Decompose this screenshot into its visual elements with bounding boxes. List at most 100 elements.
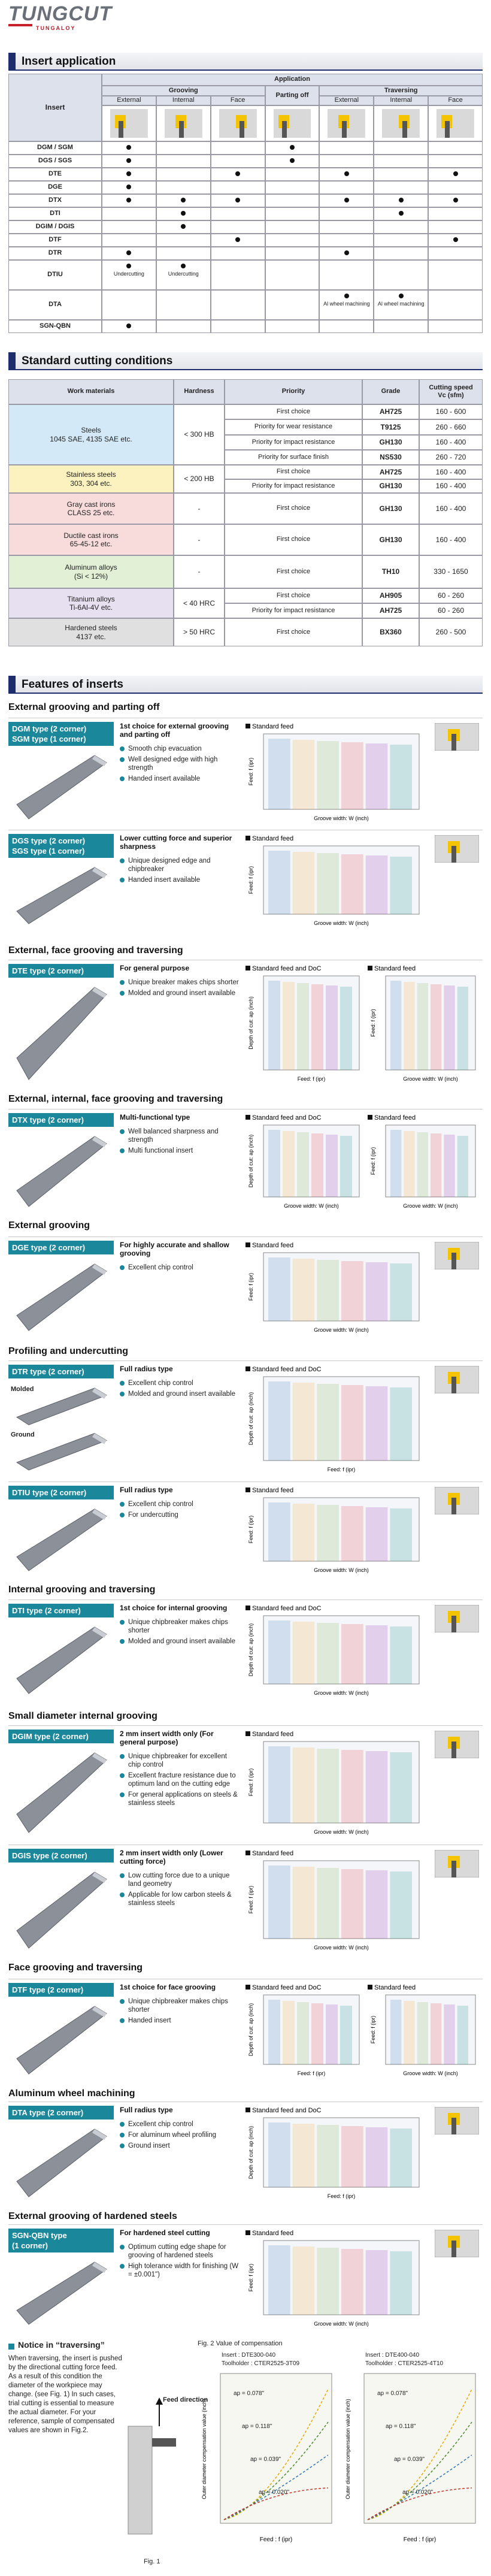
legend-square (246, 1366, 250, 1371)
application-dot (289, 145, 295, 150)
application-icon (382, 109, 420, 138)
chart-title: Standard feed (252, 2230, 293, 2237)
material-detail: 4137 etc. (76, 632, 106, 641)
insert-lead: 2 mm insert width only (Lower cutting fo… (120, 1849, 223, 1866)
bullet: Smooth chip evacuation (120, 745, 240, 753)
icon-tool (451, 1861, 456, 1877)
chart-x-label: Groove width: W (inch) (403, 1076, 458, 1082)
insert-code-box: DTIU type (2 corner) (8, 1486, 114, 1499)
application-cell (210, 290, 265, 320)
hardness-cell: < 200 HB (174, 465, 225, 493)
subsection-heading: External grooving (8, 1220, 90, 1230)
insert-block: DTE type (2 corner) For general purpose Un… (8, 960, 483, 1087)
grade-cell: TH10 (362, 555, 419, 588)
plot-shade (341, 1506, 363, 1561)
insert-code: DTX type (2 corner) (12, 1115, 84, 1124)
plot-shade (365, 1386, 388, 1461)
tool (239, 121, 244, 138)
application-cell (265, 181, 320, 194)
grade-cell: AH725 (362, 603, 419, 618)
application-icon (437, 109, 474, 138)
chart-title: Standard feed and DoC (252, 1984, 322, 1991)
plot-area (263, 2240, 420, 2315)
legend-square (246, 1606, 250, 1610)
application-dot (181, 224, 186, 229)
fig2-caption: Fig. 2 Value of compensation (198, 2340, 283, 2347)
insert-edge (92, 1509, 107, 1520)
plot-shade (317, 741, 339, 809)
application-cell (428, 207, 483, 220)
plot-area (263, 1376, 420, 1461)
plot-shade (283, 982, 295, 1070)
application-dot (126, 185, 132, 189)
application-dot (453, 171, 458, 176)
logo-swoosh (8, 24, 32, 26)
legend-square (246, 724, 250, 728)
tool (119, 121, 123, 138)
icon-tool (451, 2241, 456, 2257)
plot-shade (404, 982, 415, 1070)
material-name: Aluminum alloys (65, 563, 117, 572)
bullet: Excellent chip control (120, 1500, 240, 1508)
material-detail: 1045 SAE, 4135 SAE etc. (50, 434, 132, 443)
chart-title: Standard feed (374, 1114, 416, 1121)
plot-shade (417, 2002, 428, 2064)
chart-y-label: Feed: f (ipr) (248, 1768, 254, 1797)
insert-shape (16, 1387, 108, 1426)
application-dot (235, 171, 241, 176)
insert-code: DTE type (2 corner) (12, 966, 84, 975)
insert-image (16, 2006, 107, 2075)
insert-edge (92, 1753, 107, 1764)
chart-y-label: Feed: f (ipr) (248, 2264, 254, 2292)
insert-shape (16, 1508, 107, 1571)
application-cell (428, 234, 483, 247)
material-detail: 65-45-12 etc. (69, 540, 113, 548)
grade-cell: AH725 (362, 404, 419, 420)
plot-shade (292, 2247, 315, 2315)
heading-text: Standard cutting conditions (22, 355, 173, 367)
insert-shape (16, 867, 107, 924)
insert-name: DGM / SGM (8, 141, 102, 155)
subsection-heading: External grooving of hardened steels (8, 2211, 177, 2221)
material-cell: Steels 1045 SAE, 4135 SAE etc. (8, 404, 174, 465)
insert-code: DGS type (2 corner) (12, 836, 86, 845)
material-name: Stainless steels (66, 470, 116, 479)
plot-shade (292, 1867, 315, 1939)
bullet: Excellent chip control (120, 1379, 240, 1387)
table-header: Application (102, 74, 483, 86)
application-cell (319, 194, 374, 207)
priority-cell: Priority for impact resistance (225, 479, 362, 493)
bullet-list: Unique chipbreaker makes chips shorter Ha… (120, 1995, 240, 2025)
insert-edge (92, 987, 107, 998)
insert-code: (1 corner) (12, 2241, 48, 2250)
application-cell (265, 247, 320, 260)
application-cell: Al wheel machining (374, 290, 429, 320)
priority-cell: First choice (225, 465, 362, 479)
application-cell (319, 247, 374, 260)
speed-cell: 160 - 400 (419, 524, 483, 555)
tool (281, 121, 287, 138)
application-cell (374, 181, 429, 194)
icon-tool (451, 1377, 456, 1393)
insert-lead: 1st choice for internal grooving (120, 1604, 228, 1612)
application-cell (102, 168, 156, 181)
chart-title: Standard feed and DoC (252, 1605, 322, 1612)
chart: Standard feed Feed: f (ipr) Groove width: … (246, 2230, 420, 2327)
plot-shade (268, 1502, 290, 1561)
application-cell (102, 320, 156, 333)
insert-code-box: DTX type (2 corner) (8, 1113, 114, 1127)
ap-curve (223, 2454, 329, 2520)
plot-shade (341, 2126, 363, 2187)
insert-code: DGE type (2 corner) (12, 1243, 86, 1252)
application-cell (265, 194, 320, 207)
grade-cell: AH725 (362, 465, 419, 479)
bullet-list: Smooth chip evacuation Well designed edge… (120, 742, 240, 783)
speed-cell: 160 - 400 (419, 434, 483, 450)
application-cell (265, 168, 320, 181)
plot-shade (341, 1750, 363, 1823)
insert-block: DGIM type (2 corner) 2 mm insert width on… (8, 1725, 483, 1840)
plot-shade (292, 1383, 315, 1461)
insert-shape (16, 1432, 108, 1471)
bullet: Unique chipbreaker makes chips shorter (120, 1618, 240, 1635)
